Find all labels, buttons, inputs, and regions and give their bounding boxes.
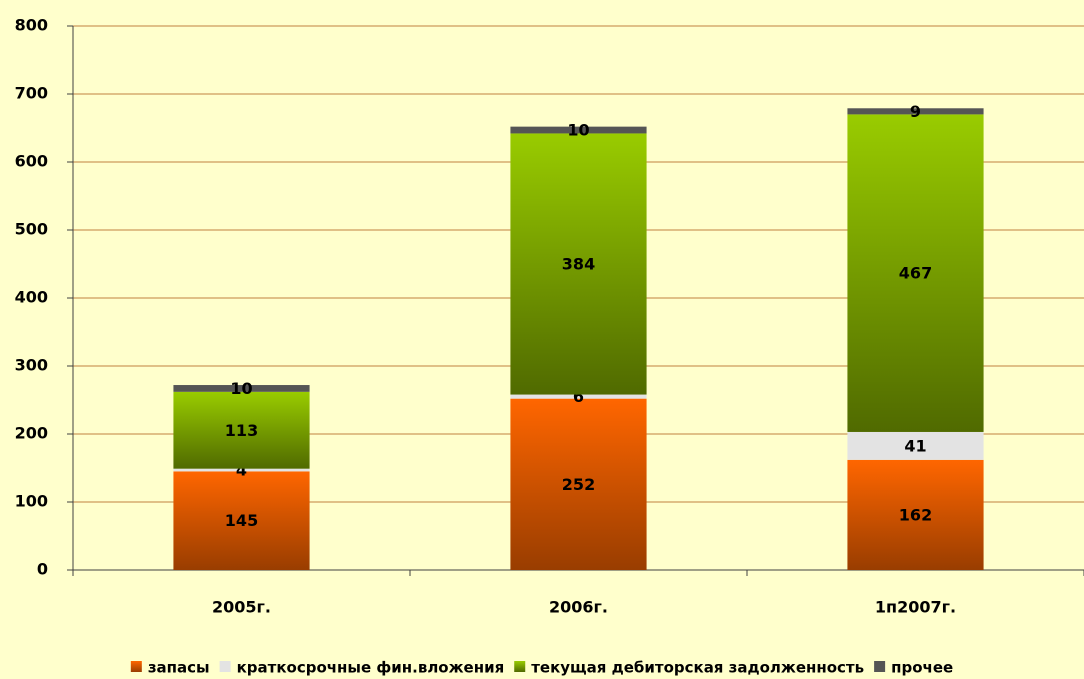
bar-segment <box>510 133 647 395</box>
bar-segment <box>847 108 984 115</box>
data-label: 41 <box>904 436 926 455</box>
y-tick-label: 600 <box>15 152 48 171</box>
data-label: 113 <box>225 421 258 440</box>
legend: запасы краткосрочные фин.вложения текущая … <box>130 659 953 677</box>
legend-swatch <box>874 661 886 672</box>
bar-segment <box>510 398 647 570</box>
data-label: 467 <box>899 264 932 283</box>
y-tick-label: 100 <box>15 492 48 511</box>
bar-segment <box>173 468 310 472</box>
y-tick-label: 300 <box>15 356 48 375</box>
data-label: 252 <box>562 475 595 494</box>
x-tick-label: 2005г. <box>212 598 271 617</box>
y-tick-label: 0 <box>37 560 48 579</box>
data-label: 10 <box>567 121 589 140</box>
data-label: 384 <box>562 255 595 274</box>
bar-segment <box>510 126 647 134</box>
legend-swatch <box>514 661 526 672</box>
legend-label: текущая дебиторская задолженность <box>531 659 864 677</box>
bar-segment <box>847 114 984 432</box>
data-label: 9 <box>910 102 921 121</box>
y-tick-label: 200 <box>15 424 48 443</box>
bar-segment <box>847 431 984 460</box>
bar-segment <box>173 391 310 469</box>
y-tick-label: 800 <box>15 16 48 35</box>
x-tick-label: 1п2007г. <box>875 598 956 617</box>
x-tick-label: 2006г. <box>549 598 608 617</box>
bar-segment <box>173 471 310 570</box>
data-label: 145 <box>225 511 258 530</box>
y-tick-label: 400 <box>15 288 48 307</box>
data-label: 6 <box>573 387 584 406</box>
legend-swatch <box>219 661 231 672</box>
bar-segment <box>510 394 647 399</box>
y-tick-label: 700 <box>15 84 48 103</box>
y-tick-label: 500 <box>15 220 48 239</box>
bar-segment <box>173 385 310 392</box>
data-label: 10 <box>230 379 252 398</box>
bar-segment <box>847 459 984 570</box>
legend-label: прочее <box>891 659 953 677</box>
legend-label: запасы <box>148 659 210 677</box>
data-label: 4 <box>236 461 247 480</box>
data-label: 162 <box>899 505 932 524</box>
legend-swatch <box>130 661 142 672</box>
legend-label: краткосрочные фин.вложения <box>237 659 505 677</box>
